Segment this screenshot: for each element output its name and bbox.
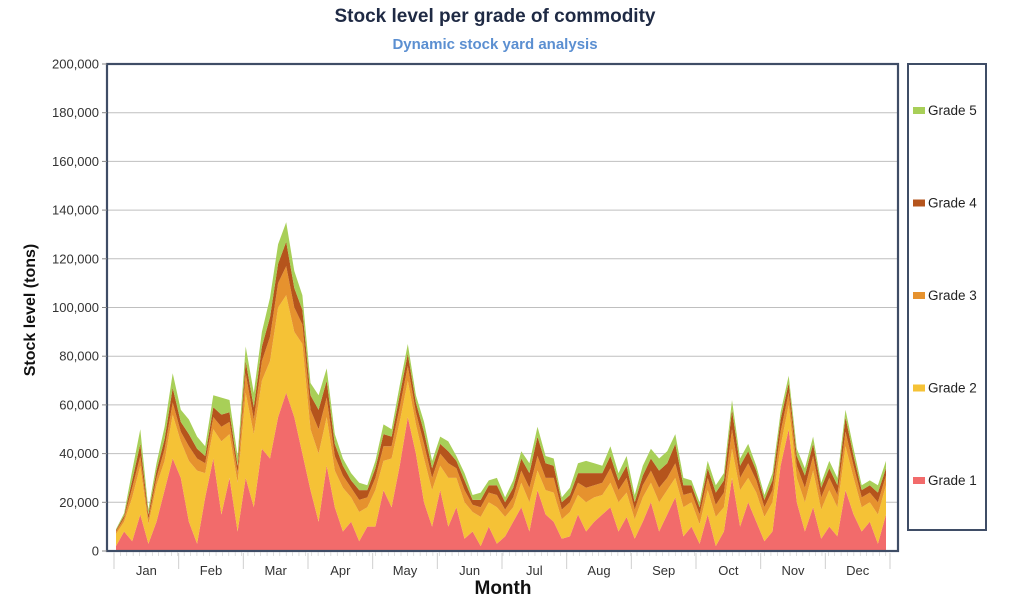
x-tick-label: Dec	[846, 563, 870, 578]
x-tick-label: May	[393, 563, 418, 578]
x-axis-title: Month	[474, 578, 532, 599]
legend-label: Grade 2	[928, 381, 977, 396]
legend-swatch-grade-3	[913, 292, 925, 299]
y-tick-label: 160,000	[52, 154, 99, 169]
y-tick-label: 60,000	[59, 397, 99, 412]
y-tick-label: 140,000	[52, 203, 99, 218]
chart-title: Stock level per grade of commodity	[334, 6, 656, 27]
area-series	[116, 222, 886, 551]
y-tick-label: 120,000	[52, 251, 99, 266]
y-tick-label: 100,000	[52, 300, 99, 315]
x-tick-label: Oct	[718, 563, 739, 578]
x-tick-label: Nov	[781, 563, 805, 578]
chart-subtitle: Dynamic stock yard analysis	[392, 36, 598, 53]
y-tick-label: 180,000	[52, 105, 99, 120]
area-grade-2	[116, 295, 886, 547]
y-tick-label: 200,000	[52, 57, 99, 72]
area-grade-1	[116, 392, 886, 551]
x-tick-label: Jan	[136, 563, 157, 578]
legend-label: Grade 3	[928, 288, 977, 303]
y-tick-label: 20,000	[59, 495, 99, 510]
x-axis: Jan Feb Mar Apr May Jun Jul Aug Sep Oct Nov Dec	[113, 552, 891, 578]
x-tick-label: Apr	[330, 563, 351, 578]
x-tick-label: Mar	[264, 563, 287, 578]
x-tick-label: Jun	[459, 563, 480, 578]
y-tick-label: 0	[92, 544, 99, 559]
x-tick-label: Feb	[200, 563, 222, 578]
legend-label: Grade 5	[928, 103, 977, 118]
x-tick-label: Sep	[652, 563, 675, 578]
legend-swatch-grade-1	[913, 477, 925, 484]
y-tick-label: 40,000	[59, 446, 99, 461]
legend-label: Grade 4	[928, 196, 977, 211]
y-tick-label: 80,000	[59, 349, 99, 364]
legend-swatch-grade-4	[913, 199, 925, 207]
x-tick-label: Aug	[587, 563, 610, 578]
x-tick-label: Jul	[526, 563, 543, 578]
legend-swatch-grade-2	[913, 384, 925, 392]
y-axis: 0 20,000 40,000 60,000 80,000 100,000 120,000 1…	[52, 57, 107, 559]
legend: Grade 5 Grade 4 Grade 3 Grade 2 Grade 1	[913, 103, 977, 488]
legend-swatch-grade-5	[913, 107, 925, 114]
legend-label: Grade 1	[928, 473, 977, 488]
